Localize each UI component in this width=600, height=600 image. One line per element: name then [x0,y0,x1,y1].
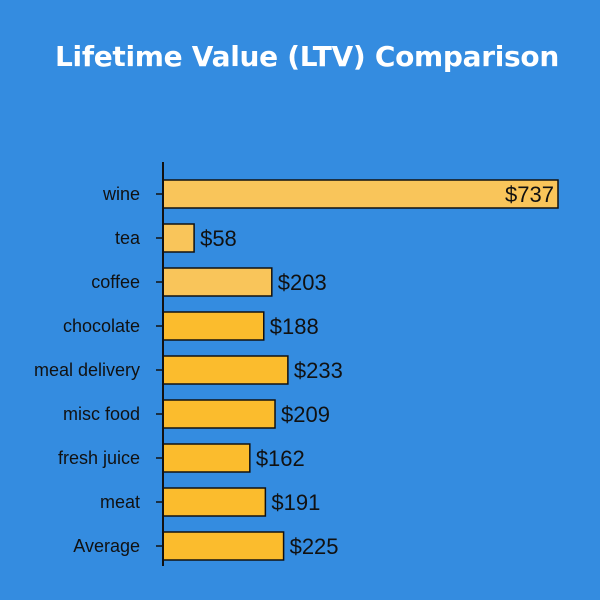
category-label-wine: wine [102,184,140,204]
value-label-coffee: $203 [278,270,327,295]
bar-wine [162,179,559,209]
category-label-tea: tea [115,228,141,248]
value-label-average: $225 [290,534,339,559]
value-label-tea: $58 [200,226,237,251]
bar-chocolate [162,311,265,341]
category-label-misc-food: misc food [63,404,140,424]
category-label-coffee: coffee [91,272,140,292]
bar-average [162,531,285,561]
bar-misc-food [162,399,276,429]
value-label-meat: $191 [271,490,320,515]
bars-layer: wine $737 tea $58 coffee $203 chocolate $188 mea… [34,179,559,561]
category-label-meal-delivery: meal delivery [34,360,140,380]
category-label-meat: meat [100,492,140,512]
bar-fresh-juice [162,443,251,473]
bar-tea [162,223,195,253]
category-label-chocolate: chocolate [63,316,140,336]
value-label-wine: $737 [505,182,554,207]
chart-title: Lifetime Value (LTV) Comparison [55,40,559,73]
bar-coffee [162,267,273,297]
value-label-meal-delivery: $233 [294,358,343,383]
value-label-misc-food: $209 [281,402,330,427]
value-label-fresh-juice: $162 [256,446,305,471]
bar-meat [162,487,267,517]
category-label-average: Average [73,536,140,556]
bar-meal-delivery [162,355,289,385]
value-label-chocolate: $188 [270,314,319,339]
category-label-fresh-juice: fresh juice [58,448,140,468]
